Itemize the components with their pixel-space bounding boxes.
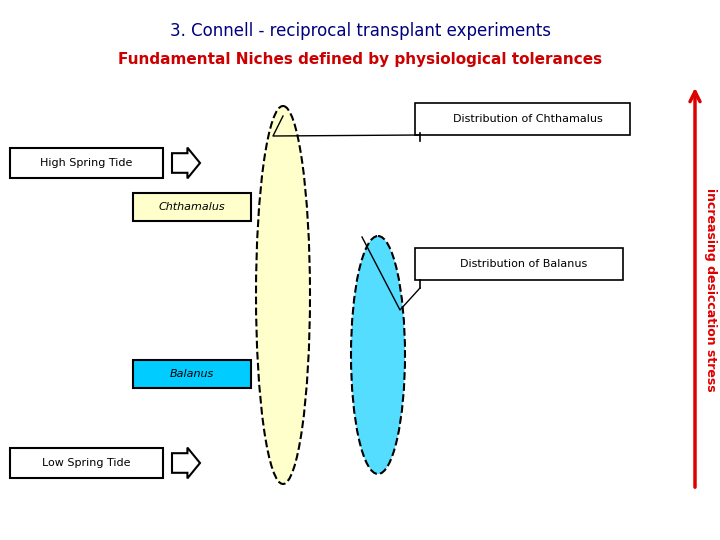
- Bar: [133, 193, 251, 221]
- Ellipse shape: [351, 236, 405, 474]
- Polygon shape: [172, 448, 200, 478]
- Text: Low Spring Tide: Low Spring Tide: [42, 458, 131, 468]
- Bar: [133, 360, 251, 388]
- Ellipse shape: [256, 106, 310, 484]
- Text: Fundamental Niches defined by physiological tolerances: Fundamental Niches defined by physiologi…: [118, 52, 602, 67]
- Text: Distribution of Chthamalus: Distribution of Chthamalus: [453, 114, 603, 124]
- Text: Distribution of Balanus: Distribution of Balanus: [460, 259, 588, 269]
- Polygon shape: [172, 147, 200, 178]
- Text: Balanus: Balanus: [170, 369, 214, 379]
- Bar: [10, 148, 163, 178]
- Text: High Spring Tide: High Spring Tide: [40, 158, 132, 168]
- Text: Chthamalus: Chthamalus: [158, 202, 225, 212]
- Bar: [415, 103, 630, 135]
- Text: 3. Connell - reciprocal transplant experiments: 3. Connell - reciprocal transplant exper…: [169, 22, 551, 40]
- Text: increasing desiccation stress: increasing desiccation stress: [703, 188, 716, 392]
- Bar: [10, 448, 163, 478]
- Bar: [415, 248, 623, 280]
